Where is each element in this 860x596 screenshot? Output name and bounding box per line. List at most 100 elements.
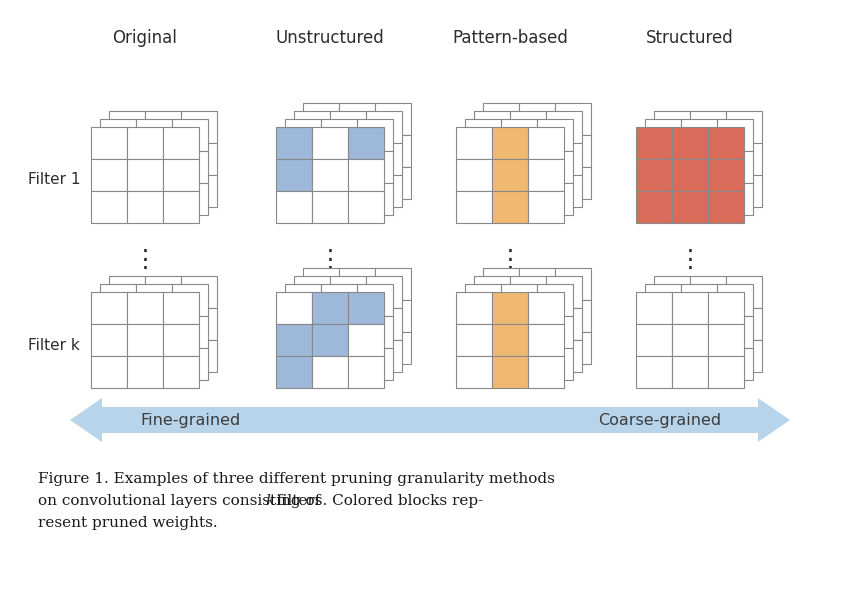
Bar: [501, 316, 537, 348]
Bar: [357, 151, 393, 183]
Bar: [348, 324, 384, 356]
Bar: [654, 143, 690, 175]
Bar: [366, 143, 402, 175]
Bar: [555, 103, 591, 135]
Bar: [339, 268, 375, 300]
Bar: [357, 284, 393, 316]
Bar: [654, 308, 690, 340]
Bar: [717, 119, 753, 151]
Bar: [303, 135, 339, 167]
Polygon shape: [70, 398, 102, 442]
Bar: [339, 332, 375, 364]
Bar: [294, 111, 330, 143]
Bar: [91, 356, 127, 388]
Bar: [537, 183, 573, 215]
Bar: [127, 324, 163, 356]
Bar: [636, 159, 672, 191]
Bar: [465, 151, 501, 183]
Bar: [339, 300, 375, 332]
Bar: [163, 292, 199, 324]
Bar: [492, 127, 528, 159]
Bar: [294, 308, 330, 340]
Bar: [321, 119, 357, 151]
Bar: [145, 340, 181, 372]
Bar: [645, 348, 681, 380]
Bar: [294, 143, 330, 175]
Bar: [109, 340, 145, 372]
Bar: [312, 292, 348, 324]
Bar: [91, 127, 127, 159]
Bar: [456, 127, 492, 159]
Bar: [645, 151, 681, 183]
Bar: [375, 167, 411, 199]
Bar: [528, 324, 564, 356]
Bar: [321, 348, 357, 380]
Bar: [708, 159, 744, 191]
Bar: [100, 407, 760, 433]
Bar: [163, 127, 199, 159]
Text: Pattern-based: Pattern-based: [452, 29, 568, 47]
Bar: [163, 324, 199, 356]
Bar: [726, 340, 762, 372]
Bar: [537, 119, 573, 151]
Bar: [303, 103, 339, 135]
Bar: [357, 119, 393, 151]
Bar: [510, 143, 546, 175]
Bar: [330, 340, 366, 372]
Bar: [348, 356, 384, 388]
Bar: [555, 268, 591, 300]
Bar: [717, 183, 753, 215]
Bar: [690, 111, 726, 143]
Bar: [348, 159, 384, 191]
Bar: [145, 308, 181, 340]
Bar: [285, 284, 321, 316]
Text: on convolutional layers consisting of: on convolutional layers consisting of: [38, 494, 325, 508]
Bar: [528, 159, 564, 191]
Bar: [163, 159, 199, 191]
Text: ⋮: ⋮: [317, 248, 342, 272]
Bar: [339, 135, 375, 167]
Bar: [690, 340, 726, 372]
Text: Fine-grained: Fine-grained: [140, 414, 240, 429]
Bar: [726, 308, 762, 340]
Bar: [312, 159, 348, 191]
Bar: [145, 143, 181, 175]
Bar: [127, 292, 163, 324]
Bar: [537, 316, 573, 348]
Bar: [636, 127, 672, 159]
Text: Original: Original: [113, 29, 177, 47]
Bar: [636, 292, 672, 324]
Bar: [546, 143, 582, 175]
Bar: [537, 284, 573, 316]
Bar: [546, 175, 582, 207]
Bar: [492, 292, 528, 324]
Bar: [172, 119, 208, 151]
Bar: [136, 151, 172, 183]
Bar: [519, 268, 555, 300]
Bar: [357, 183, 393, 215]
Bar: [303, 332, 339, 364]
Bar: [294, 276, 330, 308]
Bar: [501, 151, 537, 183]
Text: ⋮: ⋮: [678, 248, 703, 272]
Bar: [474, 276, 510, 308]
Bar: [181, 143, 217, 175]
Text: ⋮: ⋮: [497, 248, 523, 272]
Bar: [285, 183, 321, 215]
Bar: [474, 111, 510, 143]
Bar: [483, 167, 519, 199]
Bar: [654, 111, 690, 143]
Bar: [546, 340, 582, 372]
Bar: [163, 191, 199, 223]
Bar: [717, 348, 753, 380]
Bar: [474, 340, 510, 372]
Bar: [546, 111, 582, 143]
Bar: [366, 308, 402, 340]
Bar: [357, 316, 393, 348]
Bar: [546, 308, 582, 340]
Bar: [681, 119, 717, 151]
Bar: [555, 332, 591, 364]
Bar: [91, 191, 127, 223]
Bar: [537, 348, 573, 380]
Bar: [172, 316, 208, 348]
